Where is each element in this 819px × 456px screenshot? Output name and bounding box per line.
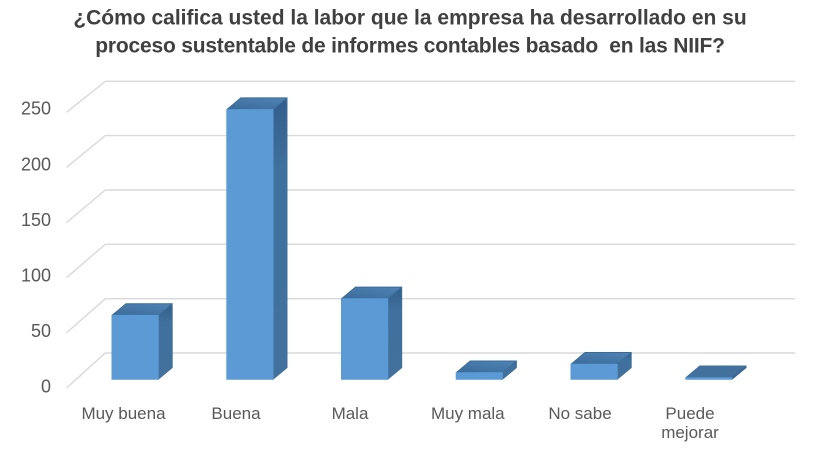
svg-text:No sabe: No sabe	[548, 404, 611, 423]
svg-text:Muy buena: Muy buena	[81, 404, 166, 423]
svg-text:0: 0	[41, 377, 51, 397]
svg-text:Mala: Mala	[332, 404, 369, 423]
svg-text:150: 150	[21, 210, 51, 230]
svg-text:mejorar: mejorar	[661, 423, 719, 442]
svg-text:¿Cómo califica usted la labor: ¿Cómo califica usted la labor que la emp…	[73, 7, 746, 30]
svg-text:proceso sustentable de informe: proceso sustentable de informes contable…	[95, 35, 724, 58]
svg-text:250: 250	[21, 99, 51, 119]
svg-text:200: 200	[21, 154, 51, 174]
svg-text:50: 50	[31, 321, 51, 341]
svg-text:Muy mala: Muy mala	[431, 404, 505, 423]
svg-text:100: 100	[21, 265, 51, 285]
svg-text:Puede: Puede	[665, 404, 714, 423]
svg-text:Buena: Buena	[211, 404, 261, 423]
